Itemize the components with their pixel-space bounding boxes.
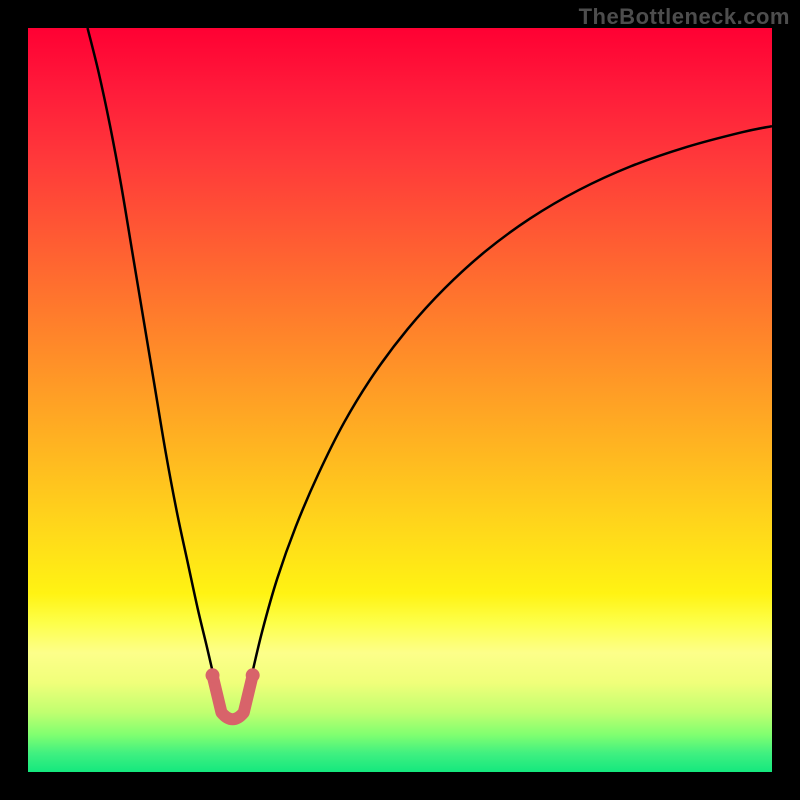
chart-stage: TheBottleneck.com <box>0 0 800 800</box>
dip-end-dot-right <box>246 668 260 682</box>
plot-area <box>28 28 772 772</box>
watermark-text: TheBottleneck.com <box>579 4 790 30</box>
chart-svg <box>28 28 772 772</box>
gradient-background <box>28 28 772 772</box>
dip-end-dot-left <box>206 668 220 682</box>
